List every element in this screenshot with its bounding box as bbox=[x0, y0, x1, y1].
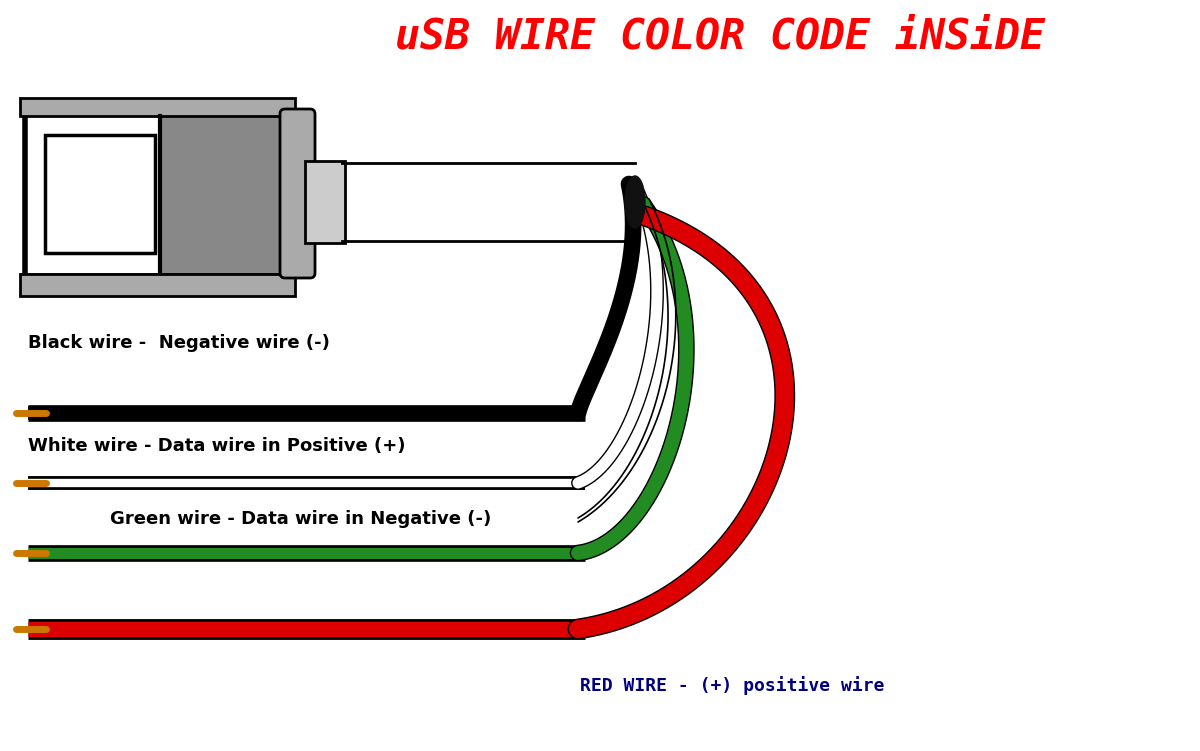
Ellipse shape bbox=[625, 176, 646, 228]
Text: Black wire -  Negative wire (-): Black wire - Negative wire (-) bbox=[28, 334, 330, 352]
Bar bbox=[25, 111, 286, 276]
Text: Green wire - Data wire in Negative (-): Green wire - Data wire in Negative (-) bbox=[110, 510, 491, 528]
Text: uSB WIRE COLOR CODE iNSiDE: uSB WIRE COLOR CODE iNSiDE bbox=[395, 16, 1045, 58]
Text: White wire - Data wire in Positive (+): White wire - Data wire in Positive (+) bbox=[28, 437, 406, 455]
Bar bbox=[46, 135, 155, 253]
Bar bbox=[20, 98, 295, 116]
Bar bbox=[160, 114, 280, 273]
FancyBboxPatch shape bbox=[280, 109, 316, 278]
Bar bbox=[305, 161, 346, 243]
Bar bbox=[20, 274, 295, 296]
Text: RED WIRE - (+) positive wire: RED WIRE - (+) positive wire bbox=[580, 677, 884, 695]
